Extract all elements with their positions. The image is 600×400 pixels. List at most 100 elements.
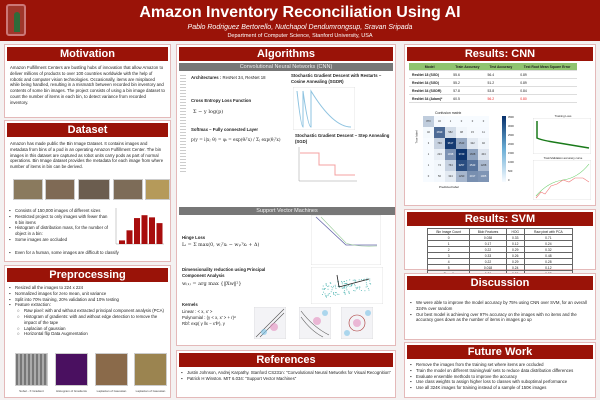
scatter-point [323,288,325,290]
scatter-point [354,280,356,282]
bullet: Resized all the images to 224 x 224 [8,285,167,291]
column-header: Model [409,63,451,71]
scatter-point [345,285,347,287]
scatter-point [332,293,334,295]
scatter-point [354,279,356,281]
scatter-point [321,294,323,296]
column-header: Test Accuracy [484,63,518,71]
scatter-point [325,296,327,298]
bin-image [13,179,43,200]
table-row: ResNet 18 (SGD) 55.6 56.4 0.89 [409,70,577,79]
log-image [134,353,167,386]
softmax-label: Softmax – Fully connected Layer [191,127,259,132]
scatter-point [369,280,371,282]
scatter-point [352,279,354,281]
motivation-section: Motivation Amazon Fulfillment Centers ar… [4,44,171,118]
sgdr-chart [293,87,355,130]
confusion-cell: 404 [478,149,489,160]
scatter-point [322,291,324,293]
scatter-point [344,292,346,294]
svm-results-table: Bin Image Count Blob Features HOG Raw pixel… [426,228,574,277]
cell: 0.84 [517,86,577,95]
hinge-formula: Lᵢ = Σ max(0, wⱼᵀxᵢ − wᵧᵢᵀxᵢ + Δ) [182,243,260,248]
colorbar-tick: 3500 [508,116,514,119]
confusion-cell: 2017 [467,171,478,182]
hinge-loss-chart [311,215,381,265]
bin-image [113,179,143,200]
caption: Laplacian of Gaussian [135,389,166,393]
scatter-point [334,284,336,286]
label: Architectures : [191,75,222,80]
scatter-point [349,285,351,287]
bullet: Even for a human, some images are diffic… [8,250,168,256]
section-title: Results: CNN [407,47,593,61]
bullet: Some images are occluded [8,237,108,243]
scatter-point [335,288,337,290]
confusion-cell: 2543 [467,160,478,171]
confusion-cell: 3617 [445,138,456,149]
confusion-cell: 0 [456,116,467,127]
scatter-point [333,285,335,287]
table-row: ResNet 34 (Adam)* 60.5 56.2 0.80 [409,94,577,103]
sgdr-label: Stochastic Gradient Descent with Restart… [291,73,382,84]
results-cnn-section: Results: CNN Model Train Accuracy Test Acc… [404,44,596,206]
resnet-diagram [180,73,186,173]
scatter-point [346,285,348,287]
kernel-polynomial: Polynomial : (γ < x, x' > + r)ᵈ [182,315,236,320]
confusion-cell: 3720 [456,149,467,160]
confusion-cell: 582 [445,127,456,138]
confusion-cell: 2699 [434,127,445,138]
scatter-point [322,285,324,287]
log-image [95,353,128,386]
future-work-bullets: Remove the images from the training set … [405,361,595,392]
confusion-cell: 1 [445,116,456,127]
bullet: Use all 324K images for training instead… [409,385,591,391]
section-title: Dataset [7,123,168,137]
dataset-bullets-2: Even for a human, some images are diffic… [8,250,168,256]
scatter-point [359,288,361,290]
confusion-cell: 1 [423,149,434,160]
scatter-point [344,287,346,289]
reference-item: Justin Johnson, Andrej Karpathy. Stanfor… [180,370,392,376]
histogram-axes [115,208,164,245]
section-title: Discussion [407,276,593,290]
confusion-cell: 98 [456,127,467,138]
algorithms-section: Algorithms Convolutional Neural Networks… [176,44,396,346]
predicted-label: Predicted label [439,185,459,189]
svm-subheader: Support Vector Machines [179,207,395,215]
confusion-cell: 32 [434,116,445,127]
scatter-point [365,282,367,284]
confusion-cell: 324 [445,171,456,182]
scatter-point [353,290,355,292]
scatter-point [343,283,345,285]
scatter-point [355,288,357,290]
bin-image [78,179,110,200]
cell: 55.6 [450,70,485,79]
scatter-point [332,287,334,289]
caption: Laplacian of Gaussian [96,389,127,393]
cell: ResNet 34 (SGDR) [409,86,451,95]
histogram-bar [149,217,155,244]
kernels-label: Kernels [182,302,198,307]
confusion-cell: 0 [478,116,489,127]
bullet: Our best model is achieving over 97% acc… [409,312,591,324]
scatter-point [369,283,371,285]
polynomial-kernel-plot [299,307,331,339]
sub-bullet: Horizontal flip Data Augmentation [8,331,167,337]
accuracy-curve-chart [533,160,591,200]
scatter-point [343,291,345,293]
dataset-bullets: Consists of 150,000 images of different … [8,208,108,243]
scatter-point [349,279,351,281]
future-work-section: Future Work Remove the images from the t… [404,342,596,398]
principal-component-arrows [336,274,370,288]
cell: 0.80 [517,94,577,103]
pca-scatter-chart [311,267,383,304]
pca-label: Dimensionality reduction using Principal… [182,267,266,278]
scatter-point [366,285,368,287]
scatter-point [329,293,331,295]
scatter-point [367,288,369,290]
section-title: Algorithms [179,47,393,61]
confusion-cell: 1290 [456,171,467,182]
histogram-bar [119,240,125,244]
section-title: Preprocessing [7,268,168,282]
